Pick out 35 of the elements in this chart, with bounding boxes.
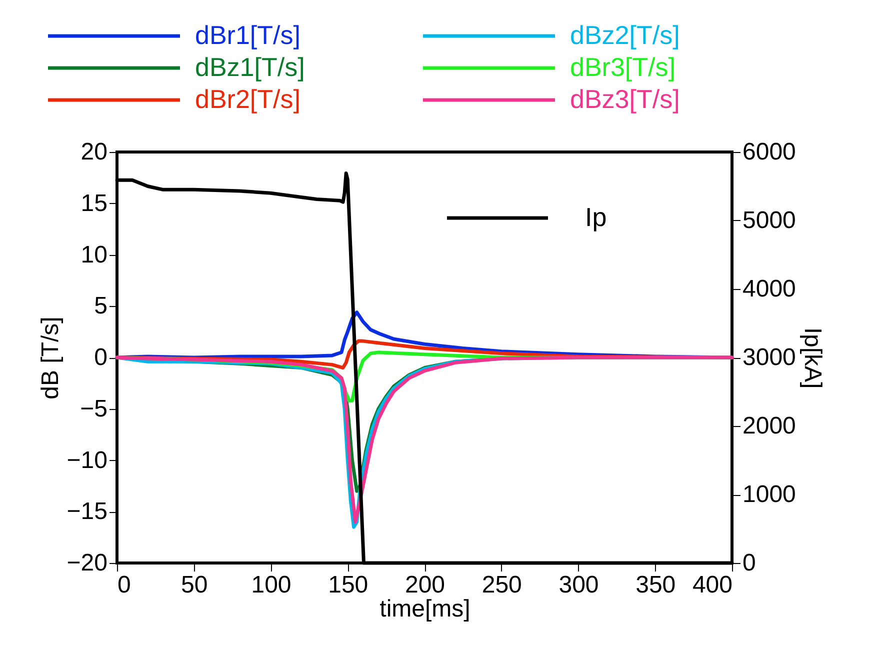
- y-tick-label: 10: [80, 241, 108, 268]
- x-tick-label: 50: [181, 572, 208, 598]
- y2-tick-label: 3000: [742, 344, 796, 371]
- y2-tick-label: 6000: [742, 138, 796, 166]
- x-axis-title: time[ms]: [380, 596, 470, 622]
- y-axis-title: dB [T/s]: [36, 316, 64, 400]
- y-tick-label: −5: [80, 395, 108, 422]
- text: dBr1[T/s]: [195, 20, 300, 50]
- y-tick-label: −20: [66, 550, 108, 576]
- x-tick-label: 250: [482, 572, 522, 598]
- x-tick-label: 200: [404, 572, 446, 598]
- y-tick-label: 15: [80, 190, 108, 217]
- x-tick-label: 100: [251, 572, 292, 598]
- x-tick-label: 150: [328, 572, 368, 598]
- x-tick-label: 0: [118, 572, 131, 598]
- y-tick-label: −15: [66, 498, 108, 526]
- y-tick-label: 20: [80, 138, 108, 166]
- x-tick-label: 350: [636, 572, 676, 598]
- x-tick-label: 400: [692, 572, 732, 598]
- y2-tick-label: 5000: [742, 207, 796, 234]
- text: dBr3[T/s]: [570, 52, 676, 82]
- y-tick-label: 0: [94, 344, 108, 371]
- y-tick-label: 5: [94, 292, 108, 320]
- y2-tick-label: 1000: [742, 481, 796, 508]
- legend-label: Ip: [585, 202, 607, 232]
- y2-tick-label: 2000: [742, 412, 796, 440]
- text: dBr2[T/s]: [195, 84, 300, 114]
- y-tick-label: −10: [66, 446, 108, 474]
- text: dBz2[T/s]: [570, 20, 680, 50]
- y2-axis-title: Ip[kA]: [798, 327, 826, 389]
- y2-tick-label: 4000: [742, 276, 796, 302]
- y2-tick-label: 0: [742, 550, 756, 576]
- x-tick-label: 300: [558, 572, 599, 598]
- text: dBz1[T/s]: [195, 52, 305, 82]
- text: dBz3[T/s]: [570, 84, 680, 114]
